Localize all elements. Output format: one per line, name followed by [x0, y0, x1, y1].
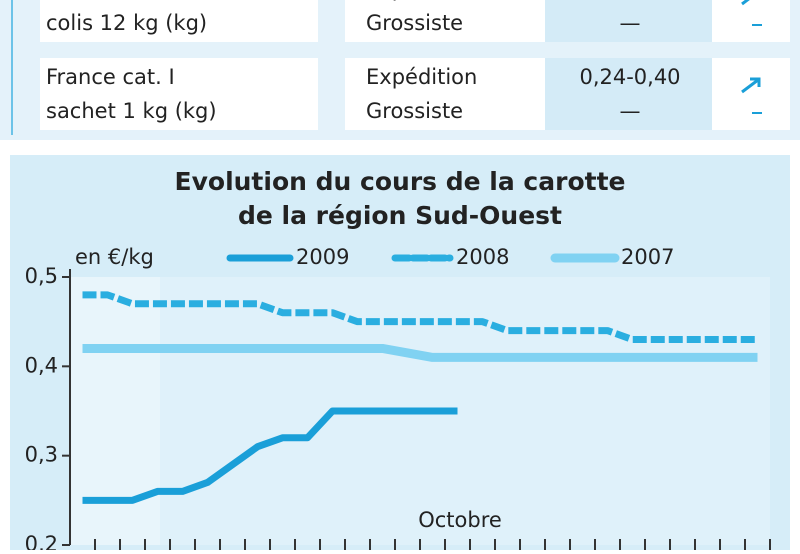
product: France cat. I	[46, 65, 175, 89]
legend-label: 2007	[621, 245, 674, 269]
product: sachet 1 kg (kg)	[46, 99, 217, 123]
cell-bg	[712, 0, 790, 42]
stage: Grossiste	[366, 99, 463, 123]
chart-title: de la région Sud-Ouest	[238, 201, 562, 230]
cell-bg	[712, 58, 790, 130]
price: —	[620, 11, 641, 35]
chart: 0,2 0,3 0,4 0,5 2007 2008 2009	[25, 245, 771, 554]
cell-bg	[345, 58, 545, 130]
product: colis 12 kg (kg)	[46, 11, 207, 35]
y-tick-label: 0,5	[25, 264, 58, 288]
table: France cat. I Expédition 0,28-0,40 colis 12…	[40, 0, 790, 130]
stage: Expédition	[366, 65, 477, 89]
legend-label: 2009	[296, 245, 349, 269]
trend-arrow	[741, 77, 761, 94]
price: 0,24-0,40	[579, 65, 680, 89]
cell-bg	[545, 0, 712, 42]
price: —	[620, 99, 641, 123]
legend-label: 2008	[456, 245, 509, 269]
stage: Expédition	[366, 0, 477, 1]
y-tick-label: 0,3	[25, 443, 58, 467]
stage: Grossiste	[366, 11, 463, 35]
cell-bg	[345, 0, 545, 42]
y-tick-label: 0,2	[25, 532, 58, 550]
plot-bg-right	[160, 277, 770, 545]
cell-bg	[40, 58, 318, 130]
product: France cat. I	[46, 0, 175, 1]
series-line	[82, 343, 758, 362]
annotation: Octobre	[418, 508, 502, 532]
y-axis-label: en €/kg	[75, 245, 154, 269]
cell-bg	[545, 58, 712, 130]
trend-arrow	[741, 0, 750, 6]
series-line	[82, 407, 458, 504]
cell-bg	[40, 0, 318, 42]
y-tick-label: 0,4	[25, 353, 58, 377]
price: 0,28-0,40	[579, 0, 680, 1]
series-line	[82, 291, 758, 344]
chart-title: Evolution du cours de la carotte	[175, 167, 626, 196]
